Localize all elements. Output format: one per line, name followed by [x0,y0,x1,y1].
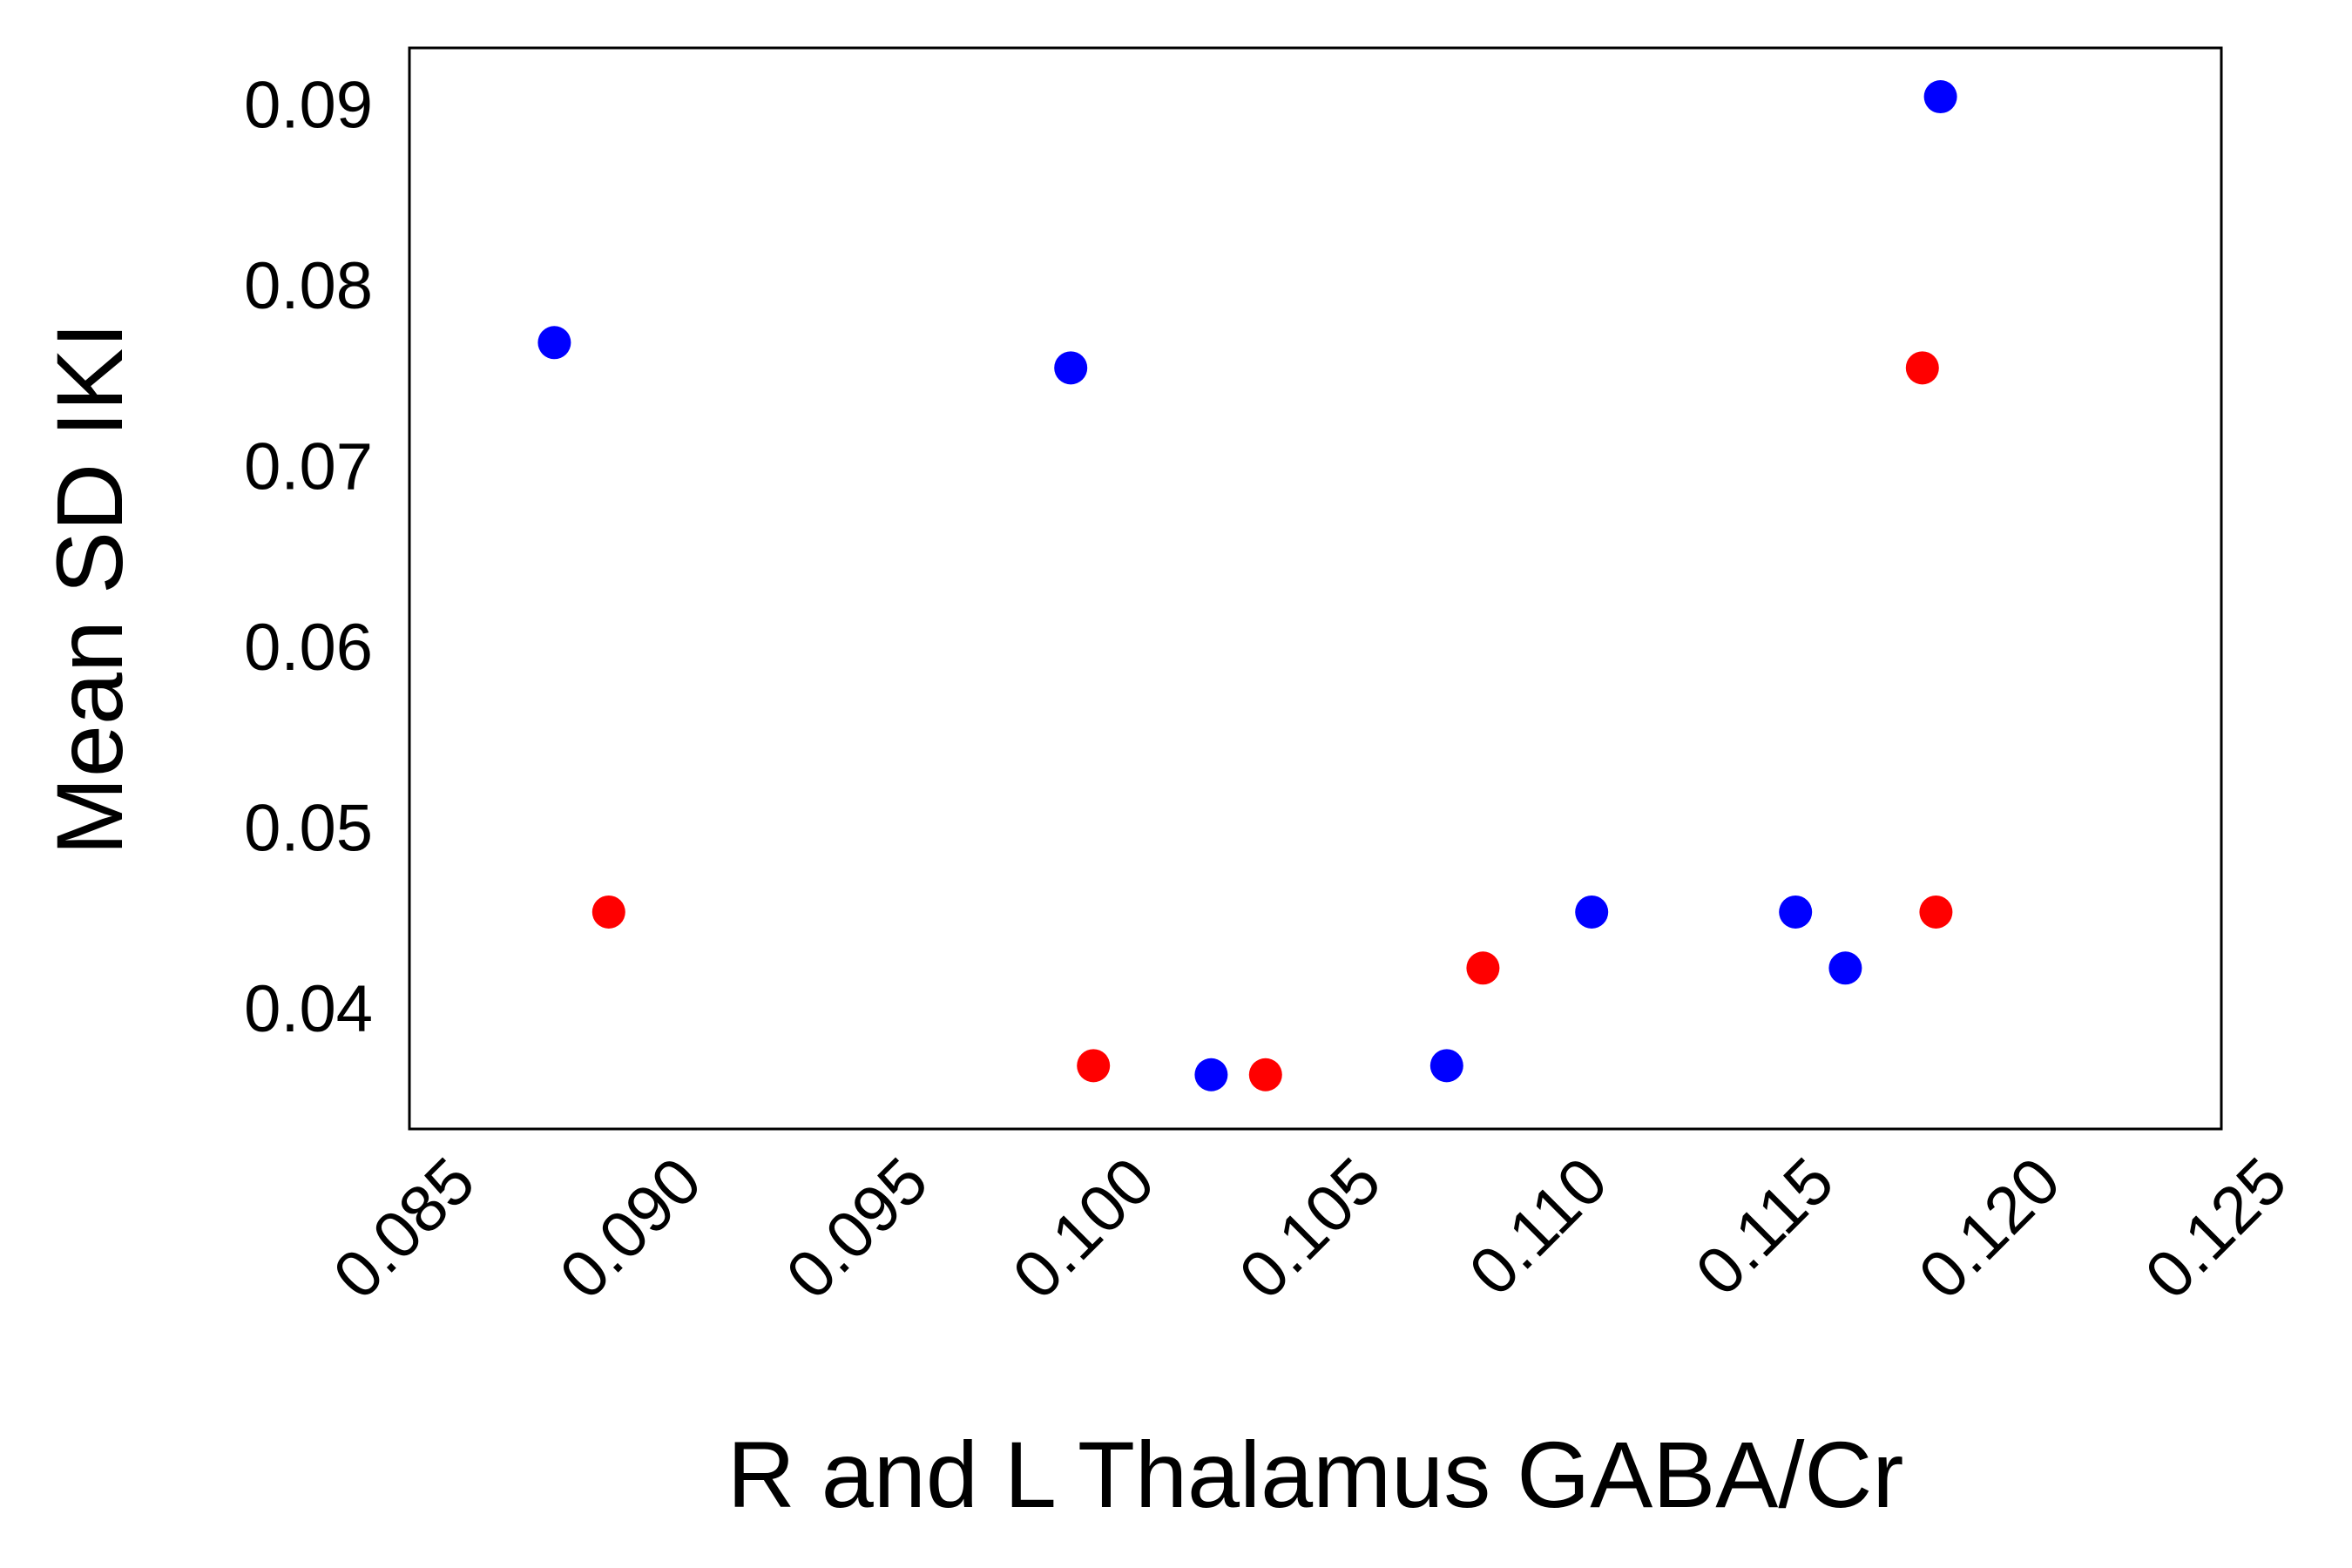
data-point [1905,351,1939,385]
data-points [537,80,1957,1092]
y-axis-ticks: 0.04 0.05 0.06 0.07 0.08 0.09 [244,68,373,1046]
data-point [1054,351,1088,385]
y-tick-label: 0.05 [244,791,373,865]
data-point [537,326,571,360]
x-axis-label: R and L Thalamus GABA/Cr [727,1422,1904,1527]
data-point [591,895,625,929]
data-point [1429,1049,1463,1083]
plot-frame [408,46,2223,1131]
data-point [1194,1058,1228,1092]
data-point [1466,951,1500,985]
y-tick-label: 0.06 [244,611,373,685]
data-point [1919,895,1953,929]
y-axis-label: Mean SD IKI [37,322,142,855]
data-point [1248,1058,1282,1092]
y-tick-label: 0.09 [244,68,373,142]
y-tick-label: 0.04 [244,972,373,1046]
data-point [1575,895,1609,929]
data-point [1779,895,1813,929]
data-point [1828,951,1862,985]
y-tick-label: 0.08 [244,249,373,323]
data-point [1923,80,1957,114]
data-point [1077,1049,1111,1083]
y-tick-label: 0.07 [244,429,373,504]
